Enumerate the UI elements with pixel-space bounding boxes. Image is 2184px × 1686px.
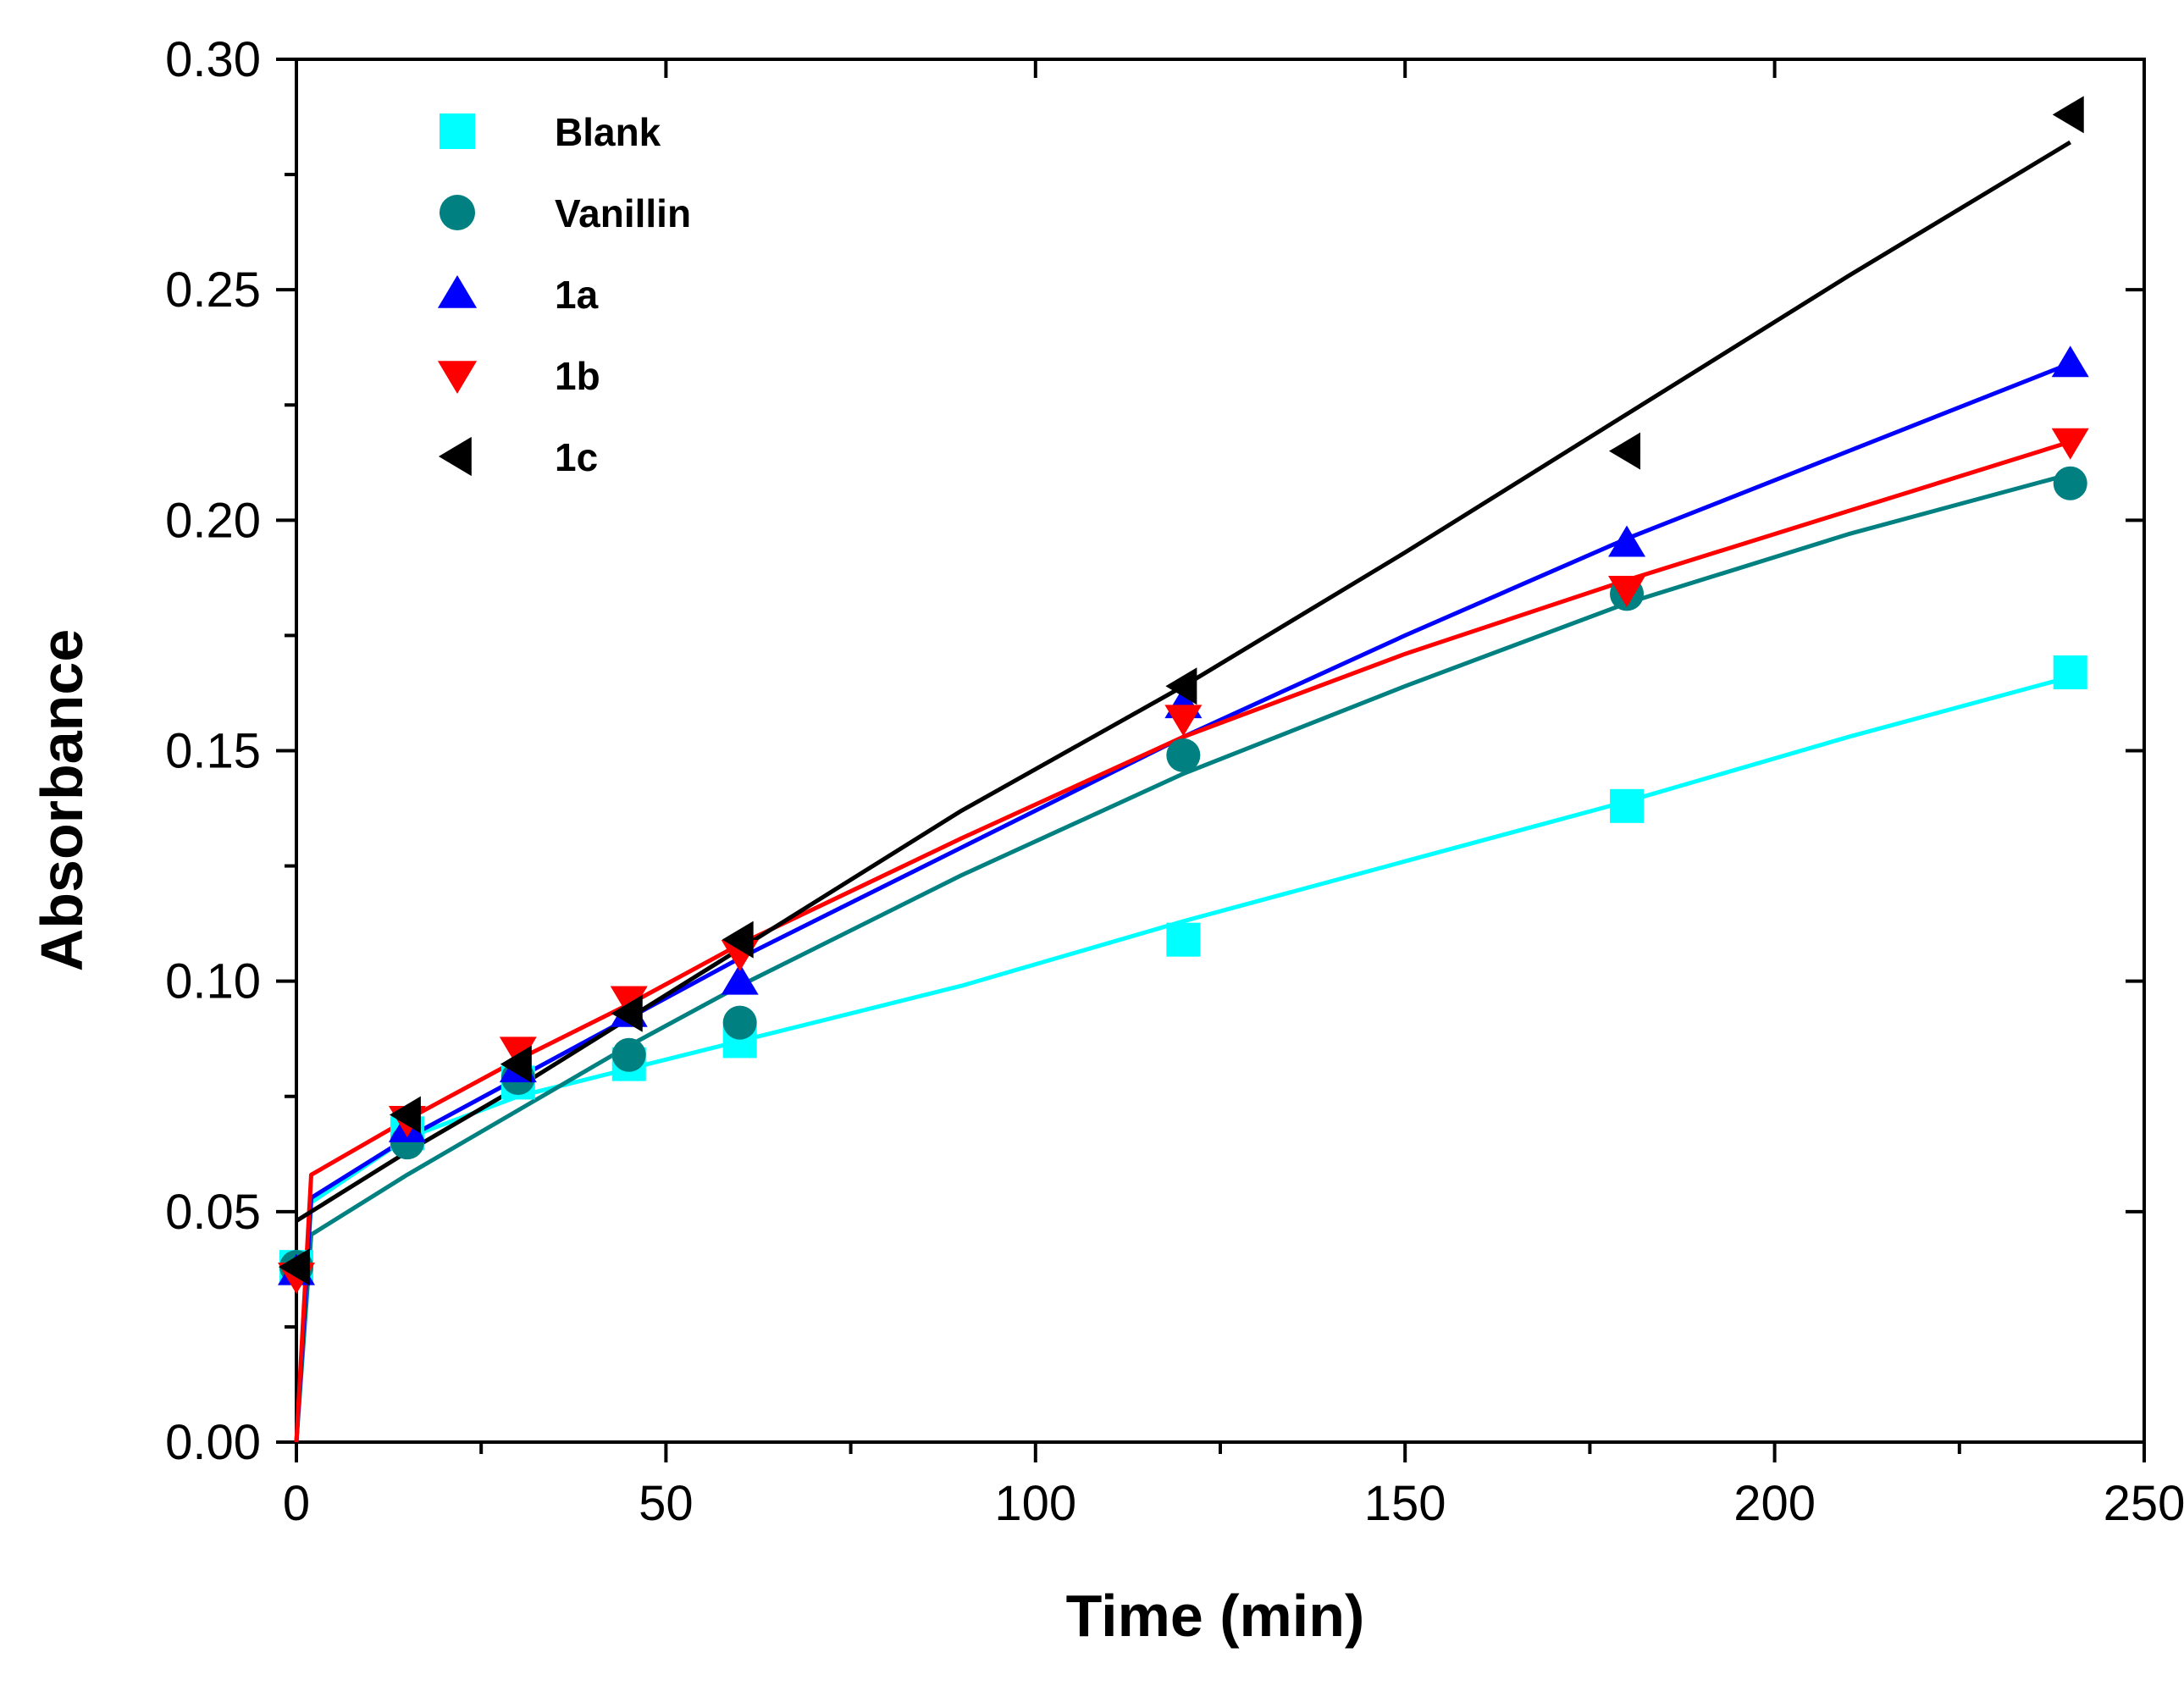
data-point-vanillin [722, 1005, 757, 1040]
fit-line-vanillin [294, 472, 2071, 1443]
data-point-blank [1610, 788, 1645, 823]
data-point-blank [2053, 655, 2087, 689]
data-point-1b [2051, 428, 2089, 460]
axis-ticks-layer: 0 50 100 150 200 250 0.00 0.05 0.10 0.15 0.20 0.25 0… [165, 32, 2184, 1531]
data-point-1c [1609, 432, 1641, 470]
legend-label-1a: 1a [555, 273, 599, 317]
data-point-1b [610, 986, 648, 1018]
x-tick-label: 250 [2104, 1476, 2184, 1531]
x-tick-label: 0 [283, 1476, 310, 1531]
x-tick-label: 200 [1733, 1476, 1816, 1531]
y-tick-label: 0.30 [165, 32, 261, 87]
legend-marker-blank [440, 113, 475, 149]
legend: Blank Vanillin 1a 1b 1c [437, 110, 691, 479]
legend-label-blank: Blank [555, 110, 661, 154]
data-point-1b [499, 1036, 537, 1069]
x-axis-title: Time (min) [1066, 1583, 1365, 1649]
legend-label-1b: 1b [555, 354, 600, 398]
data-point-1c [722, 920, 754, 959]
y-tick-label: 0.05 [165, 1185, 261, 1240]
x-tick-label: 50 [639, 1476, 694, 1531]
x-tick-label: 100 [994, 1476, 1076, 1531]
data-point-1a [721, 963, 759, 995]
legend-marker-1b [437, 361, 478, 395]
data-point-1a [1608, 525, 1646, 557]
legend-marker-1a [437, 274, 478, 308]
legend-marker-1c [438, 436, 472, 477]
x-tick-label: 150 [1364, 1476, 1446, 1531]
data-point-1b [1608, 575, 1646, 607]
data-point-blank [1166, 922, 1201, 957]
fit-line-1c [295, 140, 2071, 1223]
data-point-1c [279, 1248, 310, 1286]
data-point-1c [500, 1045, 532, 1083]
data-point-1c [611, 994, 643, 1032]
data-point-1c [1165, 667, 1197, 705]
data-point-vanillin [1166, 738, 1201, 772]
y-tick-label: 0.10 [165, 954, 261, 1009]
y-tick-label: 0.15 [165, 724, 261, 779]
legend-label-vanillin: Vanillin [555, 191, 691, 235]
data-point-1a [2051, 345, 2089, 378]
data-point-vanillin [2053, 466, 2087, 500]
data-point-1b [1164, 705, 1203, 737]
legend-label-1c: 1c [555, 435, 598, 479]
data-points-layer [278, 96, 2089, 1295]
legend-marker-vanillin [440, 195, 475, 230]
y-axis-title: Absorbance [29, 629, 95, 972]
y-tick-label: 0.00 [165, 1415, 261, 1470]
y-tick-label: 0.25 [165, 263, 261, 318]
fit-lines-layer [294, 140, 2071, 1443]
data-point-vanillin [611, 1037, 646, 1072]
y-tick-label: 0.20 [165, 493, 261, 548]
data-point-1c [389, 1096, 421, 1134]
data-point-1c [2052, 96, 2084, 134]
